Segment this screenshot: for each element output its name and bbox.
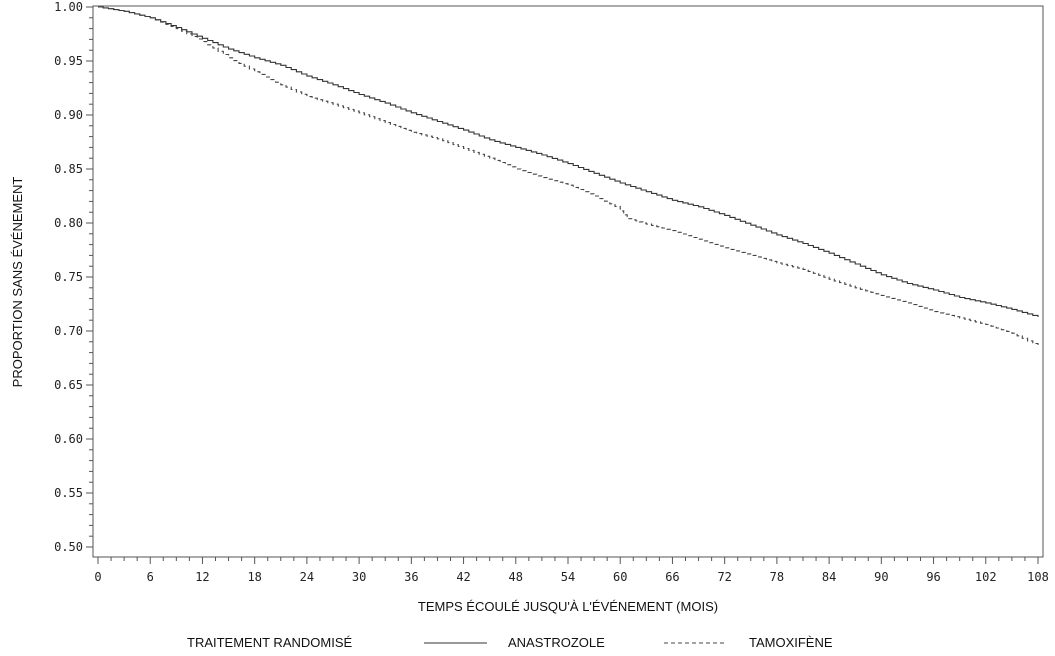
x-tick-label: 90: [874, 570, 888, 584]
x-tick-label: 12: [195, 570, 209, 584]
x-tick-label: 24: [300, 570, 314, 584]
x-tick-label: 108: [1027, 570, 1049, 584]
y-tick-label: 0.65: [54, 378, 83, 392]
legend-label-anastrozole: ANASTROZOLE: [508, 635, 605, 650]
legend-label-tamoxifene: TAMOXIFÈNE: [749, 635, 833, 650]
series-line-tamoxifene: [98, 6, 1039, 347]
x-tick-label: 42: [456, 570, 470, 584]
x-tick-label: 0: [94, 570, 101, 584]
x-tick-label: 72: [717, 570, 731, 584]
plot-frame: [92, 5, 1044, 558]
y-tick-label: 0.75: [54, 270, 83, 284]
y-tick-label: 1.00: [54, 0, 83, 14]
x-tick-label: 36: [404, 570, 418, 584]
x-axis-title: TEMPS ÉCOULÉ JUSQU'À L'ÉVÉNEMENT (MOIS): [418, 599, 718, 614]
y-axis-title: PROPORTION SANS ÉVÉNEMENT: [10, 177, 25, 388]
legend-title: TRAITEMENT RANDOMISÉ: [187, 635, 352, 650]
x-tick-label: 78: [770, 570, 784, 584]
series-layer: [98, 6, 1039, 347]
x-tick-label: 48: [509, 570, 523, 584]
y-tick-label: 0.60: [54, 432, 83, 446]
x-axis-ticks: 0 6 12 18 24 30 36 42 48 54 60 66 72 78 84 90 96 102 108: [94, 557, 1049, 584]
y-tick-label: 0.80: [54, 216, 83, 230]
x-tick-label: 30: [352, 570, 366, 584]
y-tick-label: 0.50: [54, 540, 83, 554]
x-tick-label: 60: [613, 570, 627, 584]
x-tick-label: 96: [926, 570, 940, 584]
x-tick-label: 84: [822, 570, 836, 584]
y-tick-label: 0.90: [54, 108, 83, 122]
legend: TRAITEMENT RANDOMISÉ ANASTROZOLE TAMOXIF…: [187, 635, 833, 650]
x-tick-label: 66: [665, 570, 679, 584]
x-tick-label: 102: [975, 570, 997, 584]
x-tick-label: 18: [247, 570, 261, 584]
y-tick-label: 0.55: [54, 486, 83, 500]
y-tick-label: 0.95: [54, 54, 83, 68]
y-tick-label: 0.85: [54, 162, 83, 176]
y-axis-ticks: 0.50 0.55 0.60 0.65 0.70 0.75 0.80 0.85 0.90 0.95…: [54, 0, 93, 554]
x-tick-label: 54: [561, 570, 575, 584]
y-tick-label: 0.70: [54, 324, 83, 338]
x-tick-label: 6: [147, 570, 154, 584]
series-line-anastrozole: [98, 6, 1039, 317]
